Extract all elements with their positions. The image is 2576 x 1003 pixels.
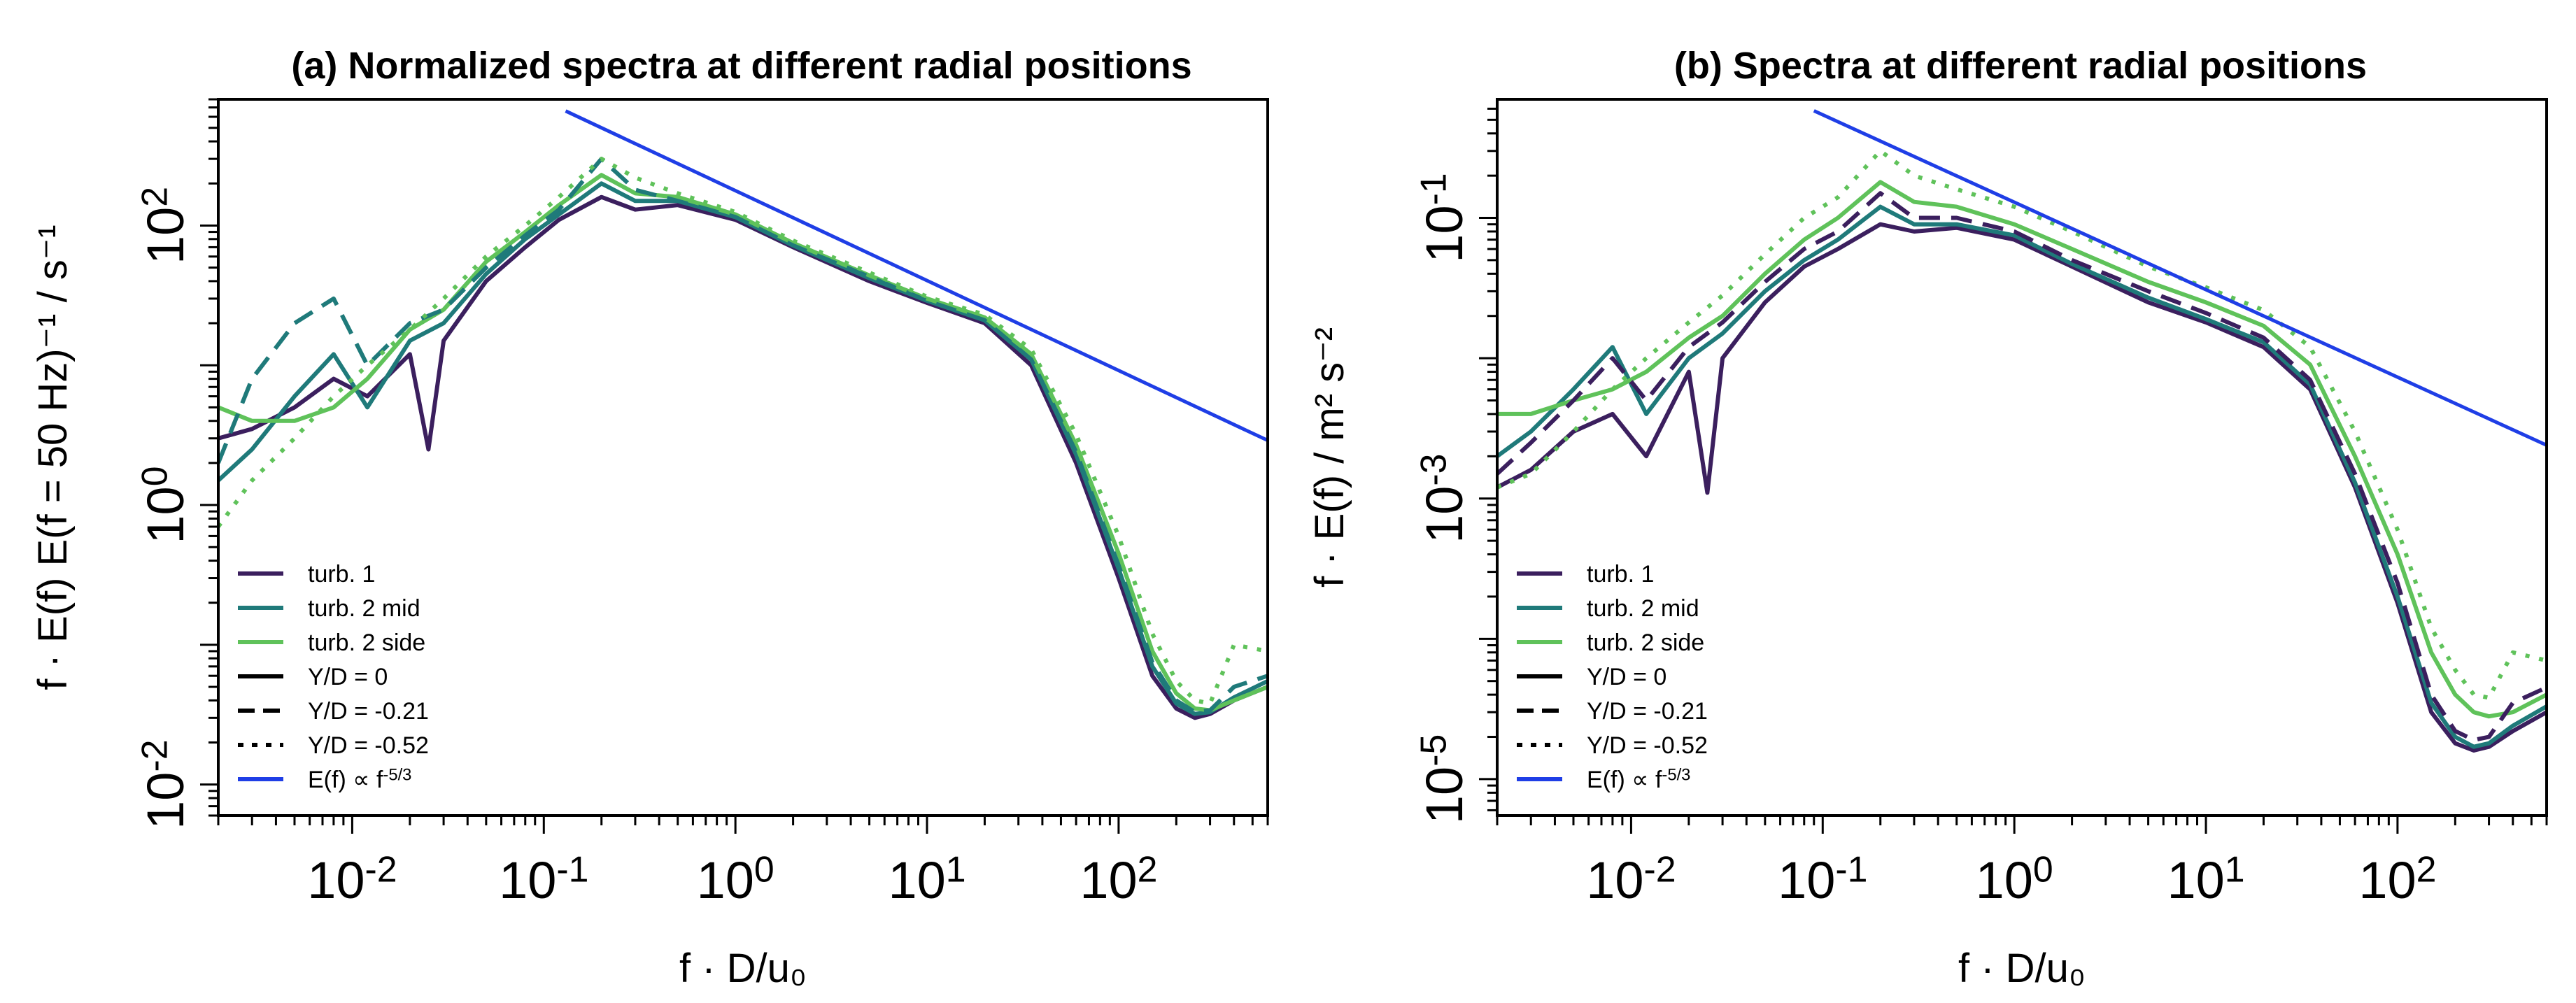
y-tick-label: 102	[134, 187, 194, 264]
legend-label: Y/D = 0	[1587, 664, 1666, 690]
legend-label: turb. 1	[308, 561, 375, 588]
series-line-turb-2-mid	[1497, 204, 2547, 749]
x-tick-label: 10-2	[307, 849, 397, 909]
x-axis-label: f · D/u₀	[679, 946, 807, 991]
axis-ticks	[200, 98, 1269, 834]
y-tick-label: 10-1	[1413, 173, 1473, 262]
legend-label: turb. 2 side	[1587, 629, 1704, 656]
x-tick-label: 100	[1976, 849, 2053, 909]
x-tick-label: 100	[697, 849, 774, 909]
x-tick-label: 10-1	[499, 849, 588, 909]
x-tick-label: 10-2	[1586, 849, 1676, 909]
legend-label: E(f) ∝ f-5/3	[308, 765, 411, 793]
chart-title: (b) Spectra at different radial position…	[1674, 45, 2367, 87]
legend: turb. 1 turb. 2 mid turb. 2 side Y/D = 0 Y/D…	[1517, 561, 1708, 793]
chart-panel-a: (a) Normalized spectra at different radi…	[30, 45, 1269, 991]
axis-ticks	[1479, 107, 2548, 834]
plot-frame	[1496, 98, 2548, 817]
legend-label: turb. 2 mid	[308, 595, 420, 622]
y-tick-label: 10-5	[1413, 734, 1473, 824]
series-line-y-d-0-52	[218, 157, 1268, 706]
power-law-line	[1813, 109, 2547, 447]
power-law-line	[565, 109, 1268, 442]
legend-label: Y/D = -0.52	[1587, 732, 1708, 759]
legend-label: Y/D = -0.52	[308, 732, 429, 759]
plot-frame	[217, 98, 1269, 817]
legend-label: turb. 2 mid	[1587, 595, 1699, 622]
legend-label: turb. 1	[1587, 561, 1654, 588]
x-tick-label: 101	[2167, 849, 2244, 909]
y-tick-label: 10-3	[1413, 454, 1473, 543]
series-line-turb-2-side	[1497, 180, 2547, 719]
x-axis-label: f · D/u₀	[1958, 946, 2086, 991]
legend-label: E(f) ∝ f-5/3	[1587, 765, 1690, 793]
legend-label: turb. 2 side	[308, 629, 425, 656]
legend-label: Y/D = 0	[308, 664, 388, 690]
y-axis-label: f · E(f) / m² s⁻²	[1307, 327, 1352, 588]
series-line-y-d-0-21	[1497, 191, 2547, 742]
y-tick-label: 10-2	[134, 739, 194, 829]
chart-panel-b: (b) Spectra at different radial position…	[1307, 45, 2548, 991]
y-tick-label: 100	[134, 466, 194, 543]
x-tick-label: 101	[888, 849, 965, 909]
x-tick-label: 10-1	[1778, 849, 1867, 909]
series-line-y-d-0-52	[1497, 148, 2547, 700]
legend-label: Y/D = -0.21	[308, 698, 429, 725]
x-tick-label: 102	[2358, 849, 2436, 909]
legend: turb. 1 turb. 2 mid turb. 2 side Y/D = 0 Y/D…	[238, 561, 429, 793]
chart-title: (a) Normalized spectra at different radi…	[291, 45, 1191, 87]
legend-label: Y/D = -0.21	[1587, 698, 1708, 725]
series-line-turb-2-side	[218, 173, 1268, 713]
x-tick-label: 102	[1080, 849, 1157, 909]
series-line-turb-1	[1497, 222, 2547, 753]
y-axis-label: f · E(f) E(f = 50 Hz)⁻¹ / s⁻¹	[30, 225, 76, 690]
